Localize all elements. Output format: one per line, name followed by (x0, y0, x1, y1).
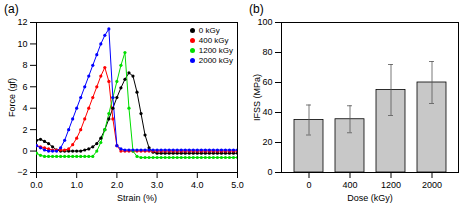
svg-text:IFSS (MPa): IFSS (MPa) (252, 74, 262, 121)
svg-text:1.0: 1.0 (70, 180, 83, 190)
svg-text:12: 12 (17, 17, 27, 27)
svg-text:2000: 2000 (422, 180, 442, 190)
html-text:(b): (b) (249, 2, 264, 16)
svg-text:Dose (kGy): Dose (kGy) (347, 193, 393, 203)
svg-text:1200: 1200 (381, 180, 401, 190)
svg-text:4: 4 (22, 103, 27, 113)
svg-text:−2: −2 (17, 167, 27, 177)
svg-text:3.0: 3.0 (151, 180, 164, 190)
svg-text:6: 6 (22, 82, 27, 92)
html-text:400 kGy: 400 kGy (198, 36, 229, 45)
svg-text:20: 20 (262, 137, 272, 147)
svg-text:0: 0 (22, 146, 27, 156)
svg-text:8: 8 (22, 60, 27, 70)
html-text:(a): (a) (4, 2, 19, 16)
svg-text:10: 10 (17, 39, 27, 49)
svg-text:Strain (%): Strain (%) (117, 193, 157, 203)
svg-text:80: 80 (262, 47, 272, 57)
svg-text:0: 0 (267, 167, 272, 177)
svg-text:2.0: 2.0 (111, 180, 124, 190)
svg-text:60: 60 (262, 77, 272, 87)
html-text:1200 kGy: 1200 kGy (198, 46, 233, 55)
svg-text:0.0: 0.0 (30, 180, 43, 190)
html-text:0 kGy: 0 kGy (198, 26, 220, 35)
svg-text:Force (gf): Force (gf) (7, 78, 17, 117)
svg-text:4.0: 4.0 (191, 180, 204, 190)
svg-text:5.0: 5.0 (231, 180, 244, 190)
svg-text:40: 40 (262, 107, 272, 117)
svg-text:400: 400 (342, 180, 357, 190)
svg-text:2: 2 (22, 125, 27, 135)
html-text:2000 kGy: 2000 kGy (198, 56, 233, 65)
svg-text:100: 100 (257, 17, 272, 27)
svg-text:0: 0 (306, 180, 311, 190)
